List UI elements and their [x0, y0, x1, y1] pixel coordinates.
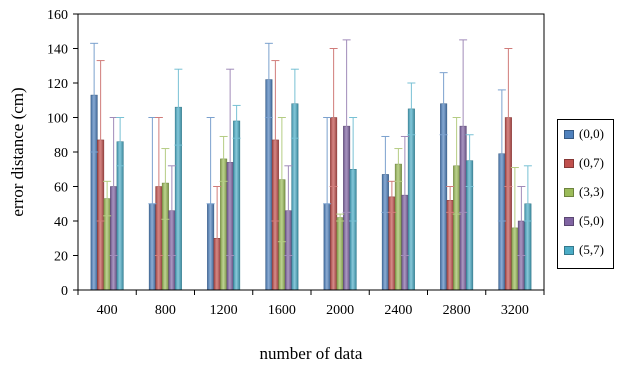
y-tick-label: 160: [47, 8, 68, 23]
y-tick-label: 60: [54, 181, 68, 196]
bar-(0,7)-2800: [446, 200, 454, 291]
error-bar-(5,0)-3200: [517, 186, 526, 256]
y-axis: 0 20 40 60 80 100 120 140 160: [47, 8, 79, 299]
error-bar-(0,7)-2000: [329, 48, 338, 187]
x-tick-label: 2000: [326, 303, 354, 318]
legend-item: (5,0): [564, 213, 604, 229]
error-bar-(3,3)-2800: [452, 117, 461, 215]
error-bar-(0,0)-400: [90, 42, 99, 153]
legend-swatch: [564, 245, 574, 255]
x-axis-title: number of data: [260, 344, 363, 363]
legend-swatch: [564, 129, 574, 139]
error-bar-(5,7)-3200: [523, 165, 532, 222]
legend: (0,0) (0,7) (3,3) (5,0) (5,7): [557, 119, 614, 269]
error-bar-(3,3)-2000: [336, 213, 345, 222]
error-bars-group: [90, 39, 532, 291]
error-bar-(0,7)-3200: [504, 48, 513, 187]
legend-item: (3,3): [564, 184, 604, 200]
plot-area: [77, 13, 545, 291]
legend-item: (5,7): [564, 242, 604, 258]
legend-item: (0,7): [564, 155, 604, 171]
legend-label: (3,3): [579, 184, 604, 199]
x-tick-label: 2400: [384, 303, 412, 318]
bar-(0,0)-1200: [207, 203, 215, 291]
bar-(0,0)-2000: [323, 203, 331, 291]
error-bar-(5,0)-2000: [342, 39, 351, 213]
legend-swatch: [564, 158, 574, 168]
error-bar-(0,0)-3200: [497, 89, 506, 222]
error-bar-(5,7)-1200: [232, 104, 241, 139]
bar-(3,3)-2000: [336, 217, 344, 291]
y-tick-label: 120: [47, 77, 68, 92]
x-tick-label: 800: [155, 303, 176, 318]
error-bar-(5,0)-1200: [226, 68, 235, 256]
x-tick-label: 1600: [268, 303, 296, 318]
x-axis: 400 800 1200 1600 2000 2400 2800 3200: [77, 289, 545, 318]
error-bar-(0,0)-1600: [264, 42, 273, 118]
legend-item: (0,0): [564, 126, 604, 142]
bar-(5,7)-2400: [407, 108, 415, 291]
error-bar-(0,7)-1600: [271, 60, 280, 222]
error-bar-(0,7)-800: [154, 117, 163, 256]
x-tick-label: 3200: [501, 303, 529, 318]
legend-swatch: [564, 187, 574, 197]
error-bar-(3,3)-1200: [219, 135, 228, 182]
error-bar-(5,7)-2000: [349, 117, 358, 222]
error-bar-(0,7)-400: [96, 60, 105, 222]
x-tick-label: 400: [97, 303, 118, 318]
x-tick-label: 1200: [210, 303, 238, 318]
legend-label: (0,0): [579, 126, 604, 141]
error-bar-(0,7)-2800: [446, 186, 455, 213]
y-tick-label: 100: [47, 112, 68, 127]
error-bar-(5,0)-800: [167, 165, 176, 256]
error-bar-(3,3)-400: [103, 180, 112, 217]
error-bar-(0,0)-2000: [323, 117, 332, 205]
error-bar-(3,3)-1600: [277, 117, 286, 243]
error-bar-(5,0)-1600: [284, 165, 293, 256]
error-bar-(0,0)-2800: [439, 72, 448, 136]
error-bar-(5,7)-800: [174, 68, 183, 146]
error-bar-(3,3)-2400: [394, 148, 403, 182]
bar-(3,3)-2400: [394, 163, 402, 291]
error-bar-(5,0)-2800: [459, 39, 468, 213]
bar-(0,0)-800: [148, 203, 156, 291]
y-tick-label: 0: [61, 284, 68, 299]
error-bar-(5,0)-2400: [400, 135, 409, 256]
legend-label: (5,7): [579, 242, 604, 257]
y-tick-label: 80: [54, 146, 68, 161]
legend-swatch: [564, 216, 574, 226]
y-tick-label: 140: [47, 43, 68, 58]
x-tick-label: 2800: [443, 303, 471, 318]
legend-label: (0,7): [579, 155, 604, 170]
y-tick-label: 40: [54, 215, 68, 230]
y-axis-title: error distance (cm): [8, 87, 27, 216]
legend-label: (5,0): [579, 213, 604, 228]
bar-(5,7)-1200: [233, 120, 241, 291]
error-bar-(5,7)-1600: [290, 68, 299, 139]
error-bar-(5,7)-400: [116, 117, 125, 167]
error-bar-(0,0)-1200: [206, 117, 215, 205]
y-tick-label: 20: [54, 250, 68, 265]
error-bar-(5,7)-2800: [465, 134, 474, 187]
error-bar-(3,3)-800: [161, 148, 170, 220]
error-bar-(5,7)-2400: [407, 82, 416, 136]
